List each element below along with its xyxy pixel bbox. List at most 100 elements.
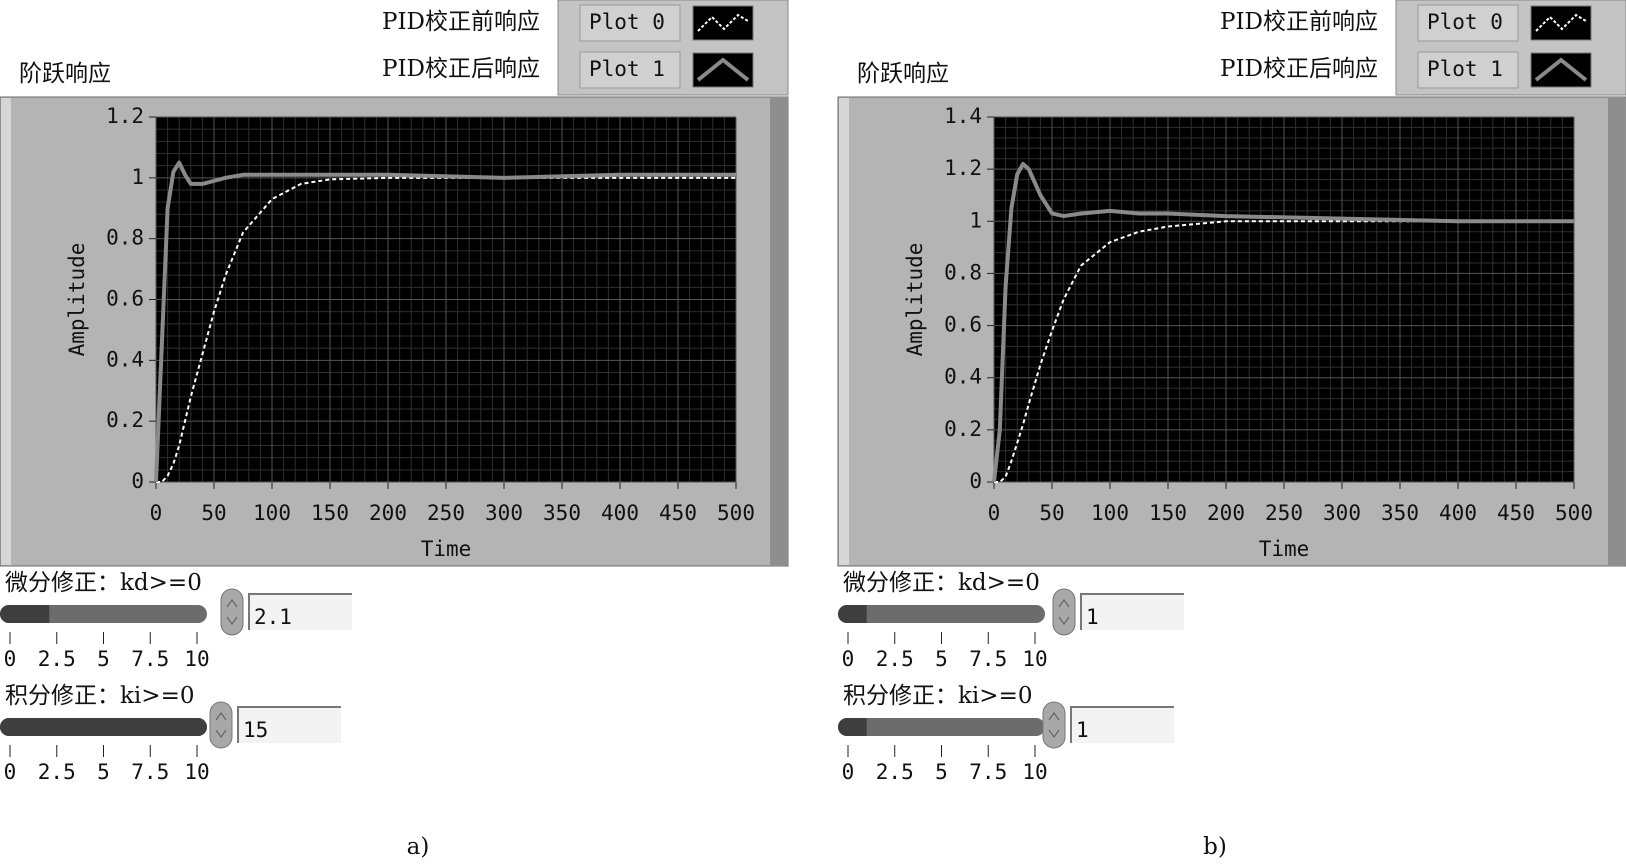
spin-button[interactable] [1052,588,1076,636]
numeric-bevel [1070,706,1174,743]
series-line [154,160,736,483]
slider-tick-label: 5 [97,647,110,671]
x-tick-label: 500 [1555,501,1593,525]
slider-tick-label: 7.5 [969,760,1007,784]
x-tick-label: 200 [369,501,407,525]
legend-sample [697,13,749,32]
legend-sample [1534,57,1588,82]
legend-name: PID校正前响应 [382,9,540,35]
x-tick-label: 350 [1381,501,1419,525]
spin-button[interactable] [220,588,244,636]
frame-bevel-right [770,98,787,565]
series-line [994,220,1574,483]
slider-tick-label: 2.5 [876,760,914,784]
slider-track [0,605,207,623]
x-tick-label: 400 [1439,501,1477,525]
panel-caption: a) [407,834,430,860]
x-tick-label: 450 [659,501,697,525]
chart-title: 阶跃响应 [19,61,111,87]
legend-name: PID校正前响应 [1220,9,1378,35]
numeric-value: 2.1 [254,605,292,629]
series-line [156,176,736,483]
slider-tick-label: 0 [842,760,855,784]
x-tick-label: 300 [485,501,523,525]
legend-plot-button [579,51,681,89]
numeric-bevel [248,593,352,630]
y-tick-label: 0.8 [106,226,144,250]
panel-caption: b) [1203,834,1227,860]
spin-button[interactable] [1042,701,1066,749]
y-tick-label: 0.6 [106,287,144,311]
y-tick-label: 0.2 [106,408,144,432]
y-tick-label: 1.2 [106,104,144,128]
legend-plot-label: Plot 1 [589,57,665,81]
y-tick-label: 0.2 [944,417,982,441]
legend-plot-label: Plot 0 [1427,10,1503,34]
numeric-box[interactable] [1071,707,1174,743]
slider-fill [0,605,50,623]
frame-bevel-left [1,98,11,565]
x-tick-label: 350 [543,501,581,525]
numeric-box[interactable] [1081,594,1184,630]
slider-tick-label: 0 [4,647,17,671]
slider-tick-label: 2.5 [38,647,76,671]
chart-title: 阶跃响应 [857,61,949,87]
numeric-bevel [1080,593,1184,630]
spin-button[interactable] [209,701,233,749]
legend-swatch [1530,5,1592,41]
slider-tick-label: 10 [184,760,209,784]
y-tick-label: 0 [969,469,982,493]
slider-tick-label: 5 [935,760,948,784]
x-tick-label: 0 [988,501,1001,525]
numeric-box[interactable] [238,707,341,743]
spin-arrows [1058,599,1070,625]
numeric-box[interactable] [249,594,352,630]
x-axis-label: Time [421,537,472,561]
control-label: 微分修正：kd>=0 [5,570,202,596]
legend-plot-button [1417,51,1519,89]
x-tick-label: 50 [201,501,226,525]
slider-tick-label: 2.5 [38,760,76,784]
slider-fill [838,718,867,736]
spin-arrows [226,599,238,625]
legend-name: PID校正后响应 [1220,56,1378,82]
legend-swatch [692,5,754,41]
y-tick-label: 0.4 [106,347,144,371]
control-label: 微分修正：kd>=0 [843,570,1040,596]
x-tick-label: 150 [1149,501,1187,525]
x-tick-label: 300 [1323,501,1361,525]
y-tick-label: 0.4 [944,365,982,389]
slider-tick-label: 7.5 [131,647,169,671]
x-tick-label: 250 [1265,501,1303,525]
x-tick-label: 100 [1091,501,1129,525]
x-tick-label: 400 [601,501,639,525]
y-tick-label: 0 [131,469,144,493]
x-axis-label: Time [1259,537,1310,561]
y-tick-label: 0.8 [944,260,982,284]
frame-bevel-right [1608,98,1625,565]
control-label: 积分修正：ki>=0 [843,683,1032,709]
slider-tick-label: 0 [4,760,17,784]
slider-tick-label: 0 [842,647,855,671]
y-tick-label: 1 [969,208,982,232]
slider-tick-label: 10 [184,647,209,671]
y-axis-label: Amplitude [65,243,89,357]
legend-plot-label: Plot 1 [1427,57,1503,81]
x-tick-label: 100 [253,501,291,525]
slider-tick-label: 5 [935,647,948,671]
numeric-value: 1 [1086,605,1099,629]
series-line [992,161,1574,483]
slider-tick-label: 10 [1022,760,1047,784]
x-tick-label: 150 [311,501,349,525]
numeric-value: 15 [243,718,268,742]
x-tick-label: 250 [427,501,465,525]
legend-name: PID校正后响应 [382,56,540,82]
y-tick-label: 1 [131,165,144,189]
x-tick-label: 50 [1039,501,1064,525]
spin-arrows [215,712,227,738]
spin-arrows [1048,712,1060,738]
legend-plot-button [579,4,681,42]
slider-tick-label: 7.5 [131,760,169,784]
legend-plot-label: Plot 0 [589,10,665,34]
